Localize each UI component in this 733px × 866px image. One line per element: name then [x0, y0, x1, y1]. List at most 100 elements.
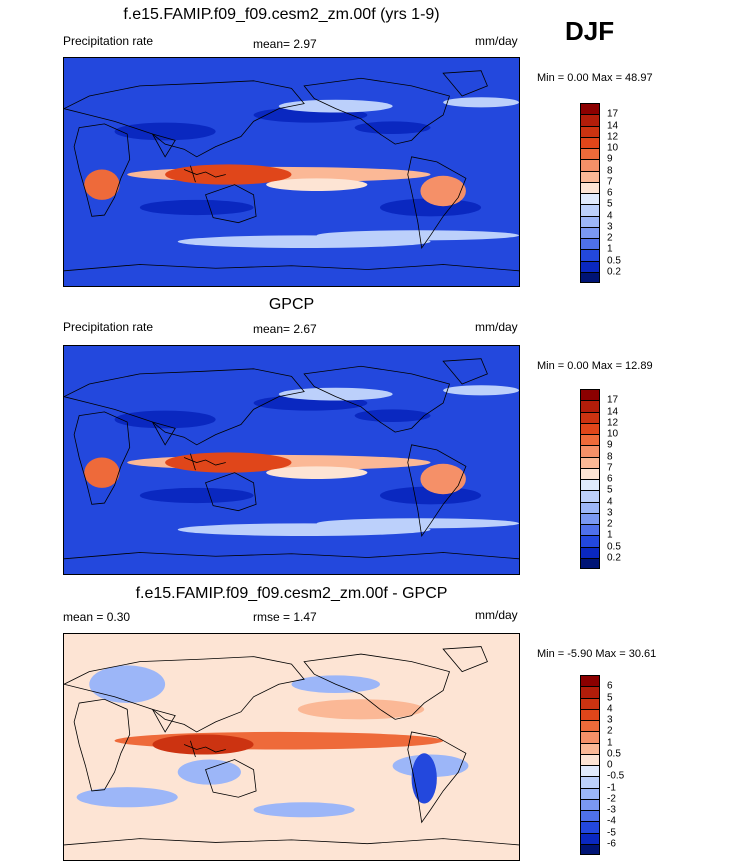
colorbar-swatch: [580, 422, 600, 434]
colorbar-swatch: [580, 411, 600, 423]
colorbar-tick-label: 17: [607, 394, 619, 406]
colorbar-swatch: [580, 843, 600, 855]
coastline: [443, 71, 487, 96]
panel-1-mean-label: mean= 2.97: [253, 37, 317, 51]
colorbar-swatch: [580, 557, 600, 569]
colorbar-swatch: [580, 226, 600, 238]
panel-2-colorbar-ticks: 17 14 12 10 9 8 7 6 5 4 3 2 1 0.5 0.2: [607, 389, 647, 569]
colorbar-swatch: [580, 787, 600, 799]
colorbar-tick-label: 9: [607, 153, 613, 165]
colorbar-swatch: [580, 524, 600, 536]
colorbar-tick-label: 0.2: [607, 266, 621, 278]
colorbar-tick-label: 2: [607, 232, 613, 244]
colorbar-tick-label: 4: [607, 210, 613, 221]
colorbar-swatch: [580, 114, 600, 126]
colorbar-tick-label: -1: [607, 782, 616, 793]
colorbar-swatch: [580, 136, 600, 148]
panel-2-colorbar: [580, 389, 600, 569]
panel-3-map: [63, 633, 520, 861]
dry-region: [114, 410, 216, 429]
colorbar-tick-label: 1: [607, 243, 613, 255]
panel-1-minmax: Min = 0.00 Max = 48.97: [537, 72, 653, 84]
colorbar-tick-label: 5: [607, 484, 613, 496]
colorbar-tick-label: 6: [607, 187, 613, 199]
colorbar-tick-label: -3: [607, 804, 616, 816]
dry-region: [114, 122, 216, 141]
colorbar-swatch: [580, 467, 600, 479]
colorbar-swatch: [580, 103, 600, 115]
warm-pool: [165, 452, 292, 473]
colorbar-swatch: [580, 204, 600, 216]
colorbar-swatch: [580, 675, 600, 687]
colorbar-swatch: [580, 501, 600, 513]
colorbar-swatch: [580, 490, 600, 502]
coastline: [74, 699, 130, 791]
panel-2-title: GPCP: [268, 296, 315, 313]
colorbar-tick-label: 6: [607, 680, 613, 692]
coastline: [74, 124, 130, 216]
coastline: [74, 412, 130, 504]
panel-1-map: [63, 57, 520, 287]
positive-bias-npac: [297, 699, 425, 720]
colorbar-swatch: [580, 720, 600, 732]
storm-track: [443, 97, 519, 108]
negative-bias: [76, 787, 178, 808]
colorbar-tick-label: 0: [607, 759, 613, 771]
colorbar-tick-label: 14: [607, 406, 619, 417]
colorbar-swatch: [580, 686, 600, 698]
colorbar-tick-label: -4: [607, 815, 616, 827]
coastline: [304, 654, 449, 719]
colorbar-swatch: [580, 776, 600, 788]
dry-region: [354, 121, 431, 134]
colorbar-swatch: [580, 765, 600, 777]
coastline: [64, 369, 304, 445]
panel-3-minmax: Min = -5.90 Max = 30.61: [537, 648, 657, 660]
coastline: [206, 473, 257, 511]
amazon-rain: [420, 463, 466, 495]
colorbar-swatch: [580, 832, 600, 844]
colorbar-tick-label: -0.5: [607, 770, 625, 782]
panel-1-units-label: mm/day: [475, 34, 518, 48]
coastline: [64, 264, 519, 270]
colorbar-tick-label: 7: [607, 176, 613, 188]
coastline: [408, 445, 466, 536]
colorbar-swatch: [580, 512, 600, 524]
coastline: [304, 78, 449, 144]
negative-bias: [253, 802, 355, 818]
colorbar-swatch: [580, 798, 600, 810]
colorbar-tick-label: 9: [607, 439, 613, 451]
colorbar-tick-label: 5: [607, 198, 613, 210]
colorbar-swatch: [580, 400, 600, 412]
panel-2-minmax: Min = 0.00 Max = 12.89: [537, 360, 653, 372]
africa-rain: [84, 169, 120, 200]
dry-region: [354, 409, 431, 422]
coastline: [152, 134, 175, 157]
colorbar-tick-label: 4: [607, 703, 613, 715]
storm-track: [316, 230, 519, 241]
colorbar-swatch: [580, 238, 600, 250]
colorbar-swatch: [580, 535, 600, 547]
colorbar-tick-label: 17: [607, 108, 619, 120]
panel-1-colorbar-ticks: 17 14 12 10 9 8 7 6 5 4 3 2 1 0.5 0.2: [607, 103, 647, 283]
colorbar-tick-label: 3: [607, 714, 613, 726]
colorbar-swatch: [580, 159, 600, 171]
season-label: DJF: [565, 16, 615, 46]
colorbar-swatch: [580, 753, 600, 765]
storm-track: [316, 518, 519, 529]
panel-1-colorbar: [580, 103, 600, 283]
colorbar-swatch: [580, 445, 600, 457]
colorbar-swatch: [580, 215, 600, 227]
colorbar-swatch: [580, 546, 600, 558]
colorbar-tick-label: 1: [607, 529, 613, 541]
panel-3-units-label: mm/day: [475, 608, 518, 622]
colorbar-tick-label: 12: [607, 131, 619, 143]
colorbar-tick-label: -5: [607, 827, 616, 838]
coastline: [443, 359, 487, 384]
panel-2-map: [63, 345, 520, 575]
colorbar-tick-label: 2: [607, 725, 613, 737]
panel-2-units-label: mm/day: [475, 320, 518, 334]
panel-3-colorbar: [580, 675, 600, 855]
spcz: [266, 466, 368, 479]
colorbar-tick-label: 5: [607, 692, 613, 703]
spcz: [266, 178, 368, 191]
